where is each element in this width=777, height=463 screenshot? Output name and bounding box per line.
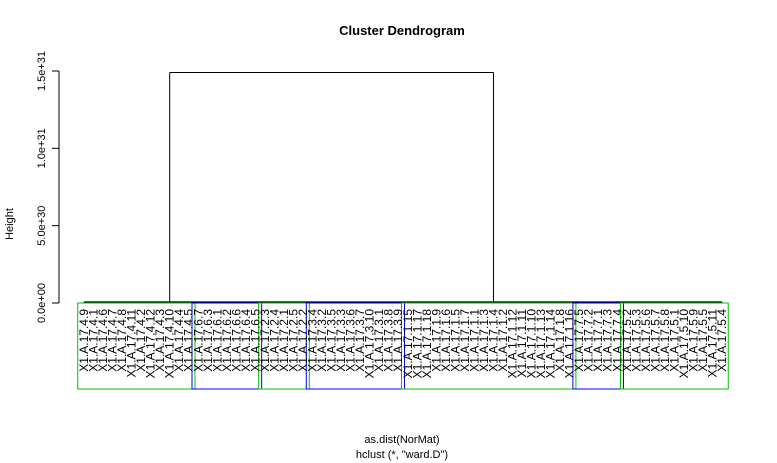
leaf-label: X1.A.17.5.9	[686, 309, 700, 372]
leaf-label: X1.A.17.2.2	[296, 309, 310, 372]
leaf-label: X1.A.17.4.10	[163, 309, 177, 379]
cluster-box	[191, 302, 263, 390]
leaf-label: X1.A.17.5.5	[696, 309, 710, 372]
leaf-label: X1.A.17.6.6	[229, 309, 243, 372]
leaf-label: X1.A.17.5.10	[677, 309, 691, 379]
leaf-label: X1.A.17.1.10	[525, 309, 539, 379]
leaf-label: X1.A.17.1.1	[467, 309, 481, 372]
y-axis-label: Height	[4, 208, 16, 240]
leaf-label: X1.A.17.6.4	[239, 309, 253, 372]
leaf-label: X1.A.17.4.4	[172, 309, 186, 372]
leaf-label: X1.A.17.4.12	[144, 309, 158, 379]
leaf-label: X1.A.17.3.10	[363, 309, 377, 379]
leaf-label: X1.A.17.3.3	[334, 309, 348, 372]
leaf-label: X1.A.17.6.5	[248, 309, 262, 372]
leaf-label: X1.A.17.5.1	[667, 309, 681, 372]
leaf-label: X1.A.17.1.9	[429, 309, 443, 372]
leaf-label: X1.A.17.1.16	[563, 309, 577, 379]
leaf-label: X1.A.17.5.8	[658, 309, 672, 372]
leaf-label: X1.A.17.1.6	[439, 309, 453, 372]
leaf-label: X1.A.17.3.7	[353, 309, 367, 372]
leaf-label: X1.A.17.3.2	[315, 309, 329, 372]
leaf-label: X1.A.17.4.7	[106, 309, 120, 372]
leaf-label: X1.A.17.7.4	[610, 309, 624, 372]
leaf-label: X1.A.17.4.2	[134, 309, 148, 372]
leaf-label: X1.A.17.7.5	[572, 309, 586, 372]
leaf-label: X1.A.17.5.3	[629, 309, 643, 372]
leaf-label: X1.A.17.1.17	[410, 309, 424, 379]
leaf-label: X1.A.17.1.8	[553, 309, 567, 372]
leaf-label: X1.A.17.1.5	[448, 309, 462, 372]
leaf-label: X1.A.17.2.5	[286, 309, 300, 372]
leaf-label: X1.A.17.4.9	[77, 309, 91, 372]
leaf-label: X1.A.17.4.8	[115, 309, 129, 372]
leaf-label: X1.A.17.3.9	[391, 309, 405, 372]
cluster-box	[258, 302, 310, 390]
leaf-label: X1.A.17.6.2	[220, 309, 234, 372]
leaf-label: X1.A.17.5.7	[648, 309, 662, 372]
leaf-label: X1.A.17.2.4	[267, 309, 281, 372]
leaf-label: X1.A.17.4.3	[153, 309, 167, 372]
y-tick-label: 5.0e+30	[36, 206, 48, 246]
leaf-label: X1.A.17.1.3	[477, 309, 491, 372]
cluster-box	[77, 302, 196, 390]
leaf-label: X1.A.17.1.11	[515, 309, 529, 378]
leaf-label: X1.A.17.4.5	[182, 309, 196, 372]
cluster-boxes	[77, 302, 729, 390]
cluster-box	[305, 302, 405, 390]
cluster-box	[572, 302, 625, 390]
leaf-label: X1.A.17.7.1	[591, 309, 605, 372]
leaf-label: X1.A.17.5.11	[705, 309, 719, 378]
leaf-labels: X1.A.17.4.9X1.A.17.4.1X1.A.17.4.6X1.A.17…	[77, 309, 729, 379]
chart-title: Cluster Dendrogram	[339, 23, 465, 38]
y-tick-label: 0.0e+00	[36, 283, 48, 323]
leaf-label: X1.A.17.1.14	[544, 309, 558, 379]
leaf-label: X1.A.17.6.3	[201, 309, 215, 372]
leaf-label: X1.A.17.3.6	[344, 309, 358, 372]
leaf-label: X1.A.17.1.7	[458, 309, 472, 372]
y-axis: 0.0e+00 5.0e+30 1.0e+31 1.5e+31	[36, 51, 60, 323]
dendrogram-tree	[83, 72, 723, 303]
leaf-label: X1.A.17.5.6	[639, 309, 653, 372]
leaf-label: X1.A.17.2.1	[277, 309, 291, 372]
leaf-label: X1.A.17.4.1	[87, 309, 101, 372]
cluster-box	[620, 302, 729, 390]
leaf-label: X1.A.17.1.15	[401, 309, 415, 379]
leaf-label: X1.A.17.2.3	[258, 309, 272, 372]
leaf-label: X1.A.17.1.18	[420, 309, 434, 379]
cluster-box	[401, 302, 577, 390]
leaf-label: X1.A.17.3.1	[372, 309, 386, 372]
leaf-label: X1.A.17.3.4	[306, 309, 320, 372]
leaf-label: X1.A.17.5.2	[620, 309, 634, 372]
leaf-label: X1.A.17.1.12	[506, 309, 520, 379]
leaf-label: X1.A.17.4.11	[125, 309, 139, 378]
leaf-label: X1.A.17.5.4	[715, 309, 729, 372]
leaf-label: X1.A.17.6.1	[210, 309, 224, 372]
method-sublabel: hclust (*, "ward.D")	[356, 449, 448, 461]
leaf-label: X1.A.17.4.6	[96, 309, 110, 372]
leaf-label: X1.A.17.7.2	[582, 309, 596, 372]
leaf-label: X1.A.17.1.13	[534, 309, 548, 379]
leaf-label: X1.A.17.3.8	[382, 309, 396, 372]
leaf-label: X1.A.17.6.7	[191, 309, 205, 372]
leaf-label: X1.A.17.7.3	[601, 309, 615, 372]
leaf-label: X1.A.17.1.4	[486, 309, 500, 372]
x-axis-label: as.dist(NorMat)	[364, 434, 439, 446]
leaf-label: X1.A.17.3.5	[325, 309, 339, 372]
y-tick-label: 1.0e+31	[36, 128, 48, 168]
leaf-label: X1.A.17.1.2	[496, 309, 510, 372]
y-tick-label: 1.5e+31	[36, 51, 48, 91]
